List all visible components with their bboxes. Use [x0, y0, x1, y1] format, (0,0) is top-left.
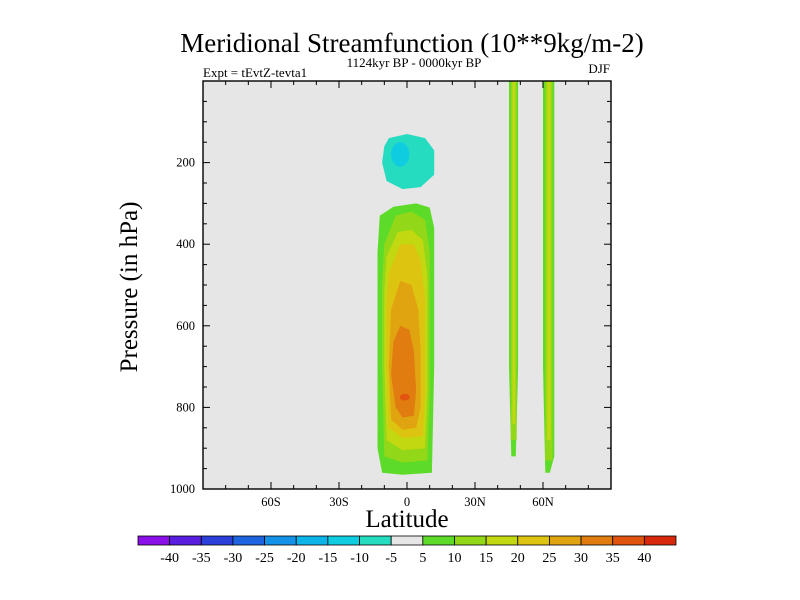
colorbar-label: -20 — [287, 551, 306, 566]
experiment-label: Expt = tEvtZ-tevta1 — [203, 65, 307, 80]
colorbar-label: 35 — [606, 551, 620, 566]
contour-neg-patch-30s — [343, 164, 353, 204]
x-tick-label: 60N — [532, 495, 554, 509]
colorbar-box — [264, 535, 297, 546]
colorbar-label: -35 — [192, 551, 211, 566]
colorbar-box — [643, 535, 677, 546]
colorbar-box — [517, 535, 550, 546]
x-tick-label: 60S — [261, 495, 281, 509]
chart-title: Meridional Streamfunction (10**9kg/m-2) — [180, 28, 643, 58]
colorbar-box — [359, 535, 392, 546]
y-tick-label: 400 — [176, 237, 195, 251]
colorbar-box — [580, 535, 614, 546]
colorbar-box — [549, 535, 582, 546]
colorbar — [137, 535, 677, 546]
y-tick-label: 800 — [176, 400, 195, 414]
colorbar-label: 25 — [542, 551, 556, 566]
x-tick-label: 30S — [329, 495, 349, 509]
colorbar-box — [295, 535, 329, 546]
colorbar-box — [612, 535, 645, 546]
contour-neg-strip-63s — [261, 236, 265, 445]
contour-band45-15 — [512, 81, 516, 424]
y-tick-label: 600 — [176, 319, 195, 333]
colorbar-box — [454, 535, 487, 546]
x-tick-label: 30N — [464, 495, 486, 509]
colorbar-label: 5 — [419, 551, 426, 566]
contour-neg-10 — [382, 134, 435, 190]
colorbar-box — [200, 535, 234, 546]
y-tick-label: 1000 — [170, 482, 195, 496]
y-tick-label: 200 — [176, 156, 195, 170]
colorbar-label: 10 — [447, 551, 461, 566]
colorbar-box — [390, 535, 424, 546]
colorbar-label: 15 — [479, 551, 493, 566]
colorbar-box — [327, 535, 360, 546]
contour-fill-layer — [249, 81, 579, 475]
x-tick-label: 0 — [404, 495, 410, 509]
colorbar-box — [232, 535, 265, 546]
colorbar-box — [137, 535, 171, 546]
colorbar-label: 40 — [637, 551, 651, 566]
colorbar-label: -5 — [385, 551, 397, 566]
contour-neg-strip-74n — [571, 248, 579, 416]
colorbar-label: -10 — [350, 551, 369, 566]
season-label: DJF — [588, 61, 610, 76]
colorbar-label: -25 — [255, 551, 274, 566]
x-tick-labels: 60S 30S 0 30N 60N — [261, 495, 553, 509]
y-axis-label: Pressure (in hPa) — [116, 202, 143, 373]
colorbar-box — [422, 535, 455, 546]
contour-pos-30 — [391, 325, 417, 418]
x-axis-label: Latitude — [365, 506, 448, 533]
colorbar-label: -40 — [160, 551, 179, 566]
contour-band62-15 — [547, 81, 551, 441]
colorbar-labels: -40 -35 -30 -25 -20 -15 -10 -5 5 10 15 20 25 30 35 40 — [160, 551, 651, 566]
colorbar-label: -30 — [224, 551, 243, 566]
colorbar-label: 20 — [511, 551, 525, 566]
colorbar-label: -15 — [319, 551, 338, 566]
contour-neg-strip-56n — [532, 81, 536, 424]
colorbar-box — [485, 535, 519, 546]
y-tick-labels: 200 400 600 800 1000 — [170, 156, 195, 496]
contour-neg-strip-69s — [249, 81, 252, 428]
plot-frame — [202, 80, 612, 490]
colorbar-box — [169, 535, 202, 546]
time-range-label: 1124kyr BP - 0000kyr BP — [347, 55, 482, 70]
colorbar-label: 30 — [574, 551, 588, 566]
contour-pos-35 — [399, 393, 410, 401]
contour-neg-15 — [391, 142, 410, 167]
